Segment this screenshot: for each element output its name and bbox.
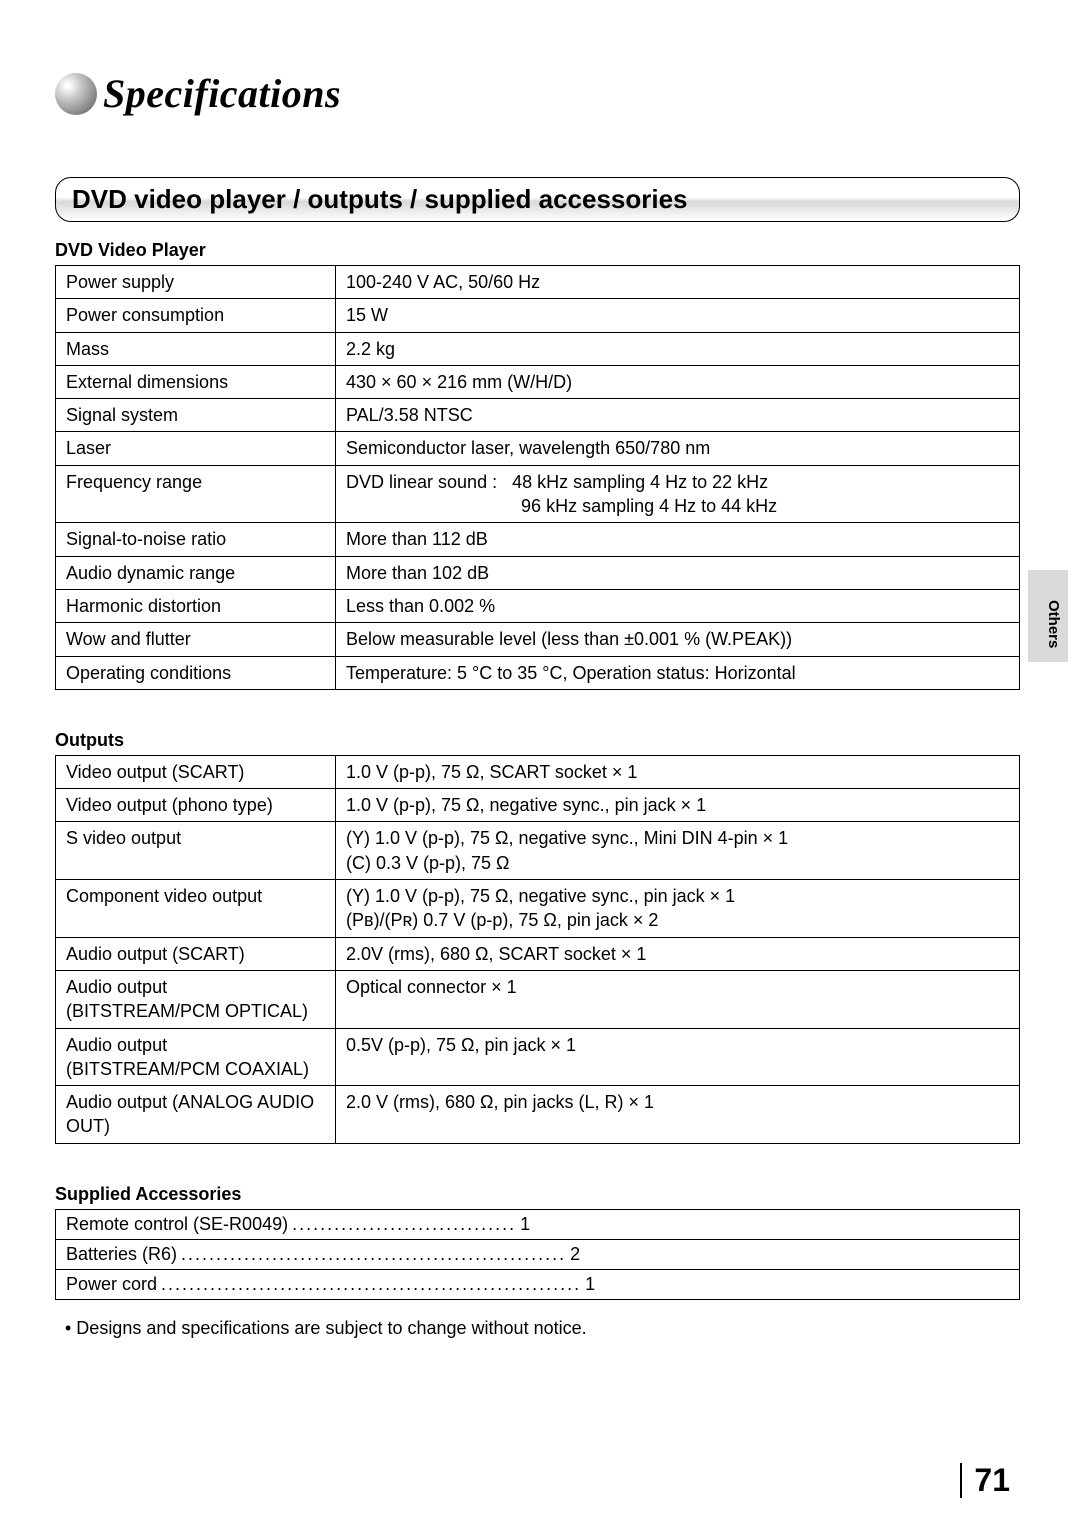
accessory-qty: 1 xyxy=(520,1214,530,1235)
player-label: Mass xyxy=(56,332,336,365)
player-value: 2.2 kg xyxy=(336,332,1020,365)
page-title: Specifications xyxy=(103,70,341,117)
player-label: External dimensions xyxy=(56,365,336,398)
output-label: Video output (SCART) xyxy=(56,755,336,788)
player-value: 100-240 V AC, 50/60 Hz xyxy=(336,266,1020,299)
table-row: Signal-to-noise ratioMore than 112 dB xyxy=(56,523,1020,556)
side-tab-label: Others xyxy=(1045,600,1062,648)
accessory-label: Batteries (R6) xyxy=(66,1244,177,1265)
dots: ........................................… xyxy=(181,1244,566,1265)
table-row: Audio output (SCART)2.0V (rms), 680 Ω, S… xyxy=(56,937,1020,970)
section-bar: DVD video player / outputs / supplied ac… xyxy=(55,177,1020,222)
player-label: Operating conditions xyxy=(56,656,336,689)
player-value: More than 102 dB xyxy=(336,556,1020,589)
table-row: Component video output(Y) 1.0 V (p-p), 7… xyxy=(56,880,1020,938)
accessory-cell: Remote control (SE-R0049) ..............… xyxy=(56,1209,1020,1239)
output-value: (Y) 1.0 V (p-p), 75 Ω, negative sync., M… xyxy=(336,822,1020,880)
player-value: Below measurable level (less than ±0.001… xyxy=(336,623,1020,656)
footnote: • Designs and specifications are subject… xyxy=(55,1318,1020,1339)
player-value: Less than 0.002 % xyxy=(336,589,1020,622)
player-label: Power consumption xyxy=(56,299,336,332)
table-row: Signal systemPAL/3.58 NTSC xyxy=(56,399,1020,432)
accessory-qty: 2 xyxy=(570,1244,580,1265)
title-row: Specifications xyxy=(55,70,1020,117)
section-bar-text: DVD video player / outputs / supplied ac… xyxy=(72,184,688,214)
table-row: Batteries (R6) .........................… xyxy=(56,1239,1020,1269)
table-row: S video output(Y) 1.0 V (p-p), 75 Ω, neg… xyxy=(56,822,1020,880)
output-label: S video output xyxy=(56,822,336,880)
player-value: More than 112 dB xyxy=(336,523,1020,556)
player-label: Audio dynamic range xyxy=(56,556,336,589)
page-container: Specifications DVD video player / output… xyxy=(0,0,1080,1379)
table-row: Audio output (BITSTREAM/PCM COAXIAL)0.5V… xyxy=(56,1028,1020,1086)
player-label: Power supply xyxy=(56,266,336,299)
player-label: Signal-to-noise ratio xyxy=(56,523,336,556)
dots: ................................ xyxy=(292,1214,516,1235)
page-number: 71 xyxy=(960,1463,1010,1498)
table-row: External dimensions430 × 60 × 216 mm (W/… xyxy=(56,365,1020,398)
table-row: Audio output (BITSTREAM/PCM OPTICAL)Opti… xyxy=(56,970,1020,1028)
player-value: DVD linear sound : 48 kHz sampling 4 Hz … xyxy=(336,465,1020,523)
table-row: Power consumption15 W xyxy=(56,299,1020,332)
player-label: Harmonic distortion xyxy=(56,589,336,622)
sphere-icon xyxy=(55,73,97,115)
table-row: Audio output (ANALOG AUDIO OUT)2.0 V (rm… xyxy=(56,1086,1020,1144)
table-row: Harmonic distortionLess than 0.002 % xyxy=(56,589,1020,622)
table-row: Remote control (SE-R0049) ..............… xyxy=(56,1209,1020,1239)
table-row: Video output (phono type)1.0 V (p-p), 75… xyxy=(56,789,1020,822)
output-value: 2.0V (rms), 680 Ω, SCART socket × 1 xyxy=(336,937,1020,970)
player-table-title: DVD Video Player xyxy=(55,240,1020,261)
table-row: Operating conditionsTemperature: 5 °C to… xyxy=(56,656,1020,689)
table-row: Video output (SCART)1.0 V (p-p), 75 Ω, S… xyxy=(56,755,1020,788)
outputs-table: Video output (SCART)1.0 V (p-p), 75 Ω, S… xyxy=(55,755,1020,1144)
accessories-table: Remote control (SE-R0049) ..............… xyxy=(55,1209,1020,1300)
accessory-qty: 1 xyxy=(585,1274,595,1295)
output-label: Component video output xyxy=(56,880,336,938)
output-value: 1.0 V (p-p), 75 Ω, SCART socket × 1 xyxy=(336,755,1020,788)
player-value: PAL/3.58 NTSC xyxy=(336,399,1020,432)
player-value: 15 W xyxy=(336,299,1020,332)
player-value: Semiconductor laser, wavelength 650/780 … xyxy=(336,432,1020,465)
output-value: 1.0 V (p-p), 75 Ω, negative sync., pin j… xyxy=(336,789,1020,822)
output-label: Video output (phono type) xyxy=(56,789,336,822)
accessories-table-title: Supplied Accessories xyxy=(55,1184,1020,1205)
accessory-label: Power cord xyxy=(66,1274,157,1295)
table-row: LaserSemiconductor laser, wavelength 650… xyxy=(56,432,1020,465)
accessory-label: Remote control (SE-R0049) xyxy=(66,1214,288,1235)
player-label: Wow and flutter xyxy=(56,623,336,656)
table-row: Frequency rangeDVD linear sound : 48 kHz… xyxy=(56,465,1020,523)
accessory-cell: Batteries (R6) .........................… xyxy=(56,1239,1020,1269)
output-label: Audio output (BITSTREAM/PCM COAXIAL) xyxy=(56,1028,336,1086)
output-value: 2.0 V (rms), 680 Ω, pin jacks (L, R) × 1 xyxy=(336,1086,1020,1144)
player-label: Frequency range xyxy=(56,465,336,523)
table-row: Audio dynamic rangeMore than 102 dB xyxy=(56,556,1020,589)
output-value: 0.5V (p-p), 75 Ω, pin jack × 1 xyxy=(336,1028,1020,1086)
table-row: Mass2.2 kg xyxy=(56,332,1020,365)
player-value: Temperature: 5 °C to 35 °C, Operation st… xyxy=(336,656,1020,689)
table-row: Power supply100-240 V AC, 50/60 Hz xyxy=(56,266,1020,299)
player-label: Signal system xyxy=(56,399,336,432)
table-row: Wow and flutterBelow measurable level (l… xyxy=(56,623,1020,656)
output-label: Audio output (BITSTREAM/PCM OPTICAL) xyxy=(56,970,336,1028)
output-label: Audio output (ANALOG AUDIO OUT) xyxy=(56,1086,336,1144)
player-table: Power supply100-240 V AC, 50/60 HzPower … xyxy=(55,265,1020,690)
table-row: Power cord .............................… xyxy=(56,1269,1020,1299)
output-value: Optical connector × 1 xyxy=(336,970,1020,1028)
accessory-cell: Power cord .............................… xyxy=(56,1269,1020,1299)
outputs-table-title: Outputs xyxy=(55,730,1020,751)
player-label: Laser xyxy=(56,432,336,465)
dots: ........................................… xyxy=(161,1274,581,1295)
output-value: (Y) 1.0 V (p-p), 75 Ω, negative sync., p… xyxy=(336,880,1020,938)
output-label: Audio output (SCART) xyxy=(56,937,336,970)
player-value: 430 × 60 × 216 mm (W/H/D) xyxy=(336,365,1020,398)
